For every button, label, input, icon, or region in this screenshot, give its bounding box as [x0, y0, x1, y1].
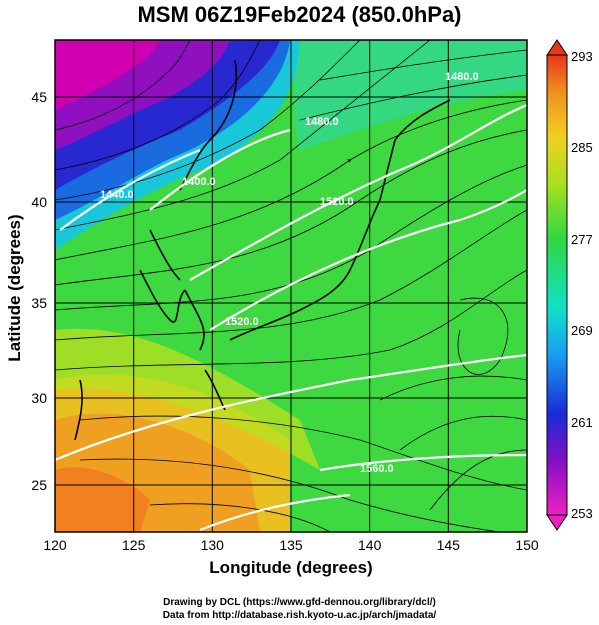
contour-label: 1480.0: [445, 71, 479, 83]
contour-lines: [55, 103, 527, 532]
y-tick-label: 30: [31, 390, 47, 406]
colorbar-min-arrow: [546, 514, 568, 531]
colorbar-tick: 293: [571, 49, 593, 64]
colorbar-tick: 277: [571, 232, 593, 247]
contour-labels: 1440.0 1400.0 1480.0 1480.0 1520.0 1520.…: [100, 71, 479, 475]
credit-data: Data from http://database.rish.kyoto-u.a…: [162, 610, 437, 621]
x-tick-label: 150: [515, 537, 539, 553]
x-tick-label: 135: [279, 537, 303, 553]
y-tick-label: 35: [31, 295, 47, 311]
map-frame: [54, 39, 528, 533]
contour-label: 1560.0: [360, 463, 394, 475]
x-axis-label: Longitude (degrees): [209, 558, 373, 577]
colorbar: 253 261 269 277 285 293: [546, 39, 593, 531]
coastlines: [74, 59, 451, 441]
y-tick-label: 25: [31, 477, 47, 493]
x-tick-label: 145: [437, 537, 461, 553]
y-axis-label: Latitude (degrees): [5, 214, 24, 362]
contour-label: 1520.0: [320, 196, 354, 208]
credit-drawing: Drawing by DCL (https://www.gfd-dennou.o…: [163, 597, 436, 608]
x-tick-label: 125: [122, 537, 146, 553]
colorbar-tick: 253: [571, 506, 593, 521]
contour-label: 1400.0: [182, 176, 216, 188]
y-tick-label: 45: [31, 89, 47, 105]
x-axis-ticks: 120 125 130 135 140 145 150: [43, 537, 539, 553]
colorbar-tick: 261: [571, 415, 593, 430]
colorbar-tick: 269: [571, 323, 593, 338]
x-tick-label: 130: [201, 537, 225, 553]
contour-label: 1520.0: [225, 316, 259, 328]
grid-lines: [55, 40, 527, 532]
streamlines: [55, 40, 527, 532]
x-tick-label: 140: [358, 537, 382, 553]
colorbar-tick: 285: [571, 140, 593, 155]
x-tick-label: 120: [43, 537, 67, 553]
contour-label: 1440.0: [100, 189, 134, 201]
colorbar-max-arrow: [546, 39, 568, 56]
y-tick-label: 40: [31, 194, 47, 210]
contour-label: 1480.0: [305, 116, 339, 128]
colorbar-scale: [546, 54, 568, 516]
map-title: MSM 06Z19Feb2024 (850.0hPa): [137, 2, 462, 27]
y-axis-ticks: 25 30 35 40 45: [31, 89, 47, 493]
